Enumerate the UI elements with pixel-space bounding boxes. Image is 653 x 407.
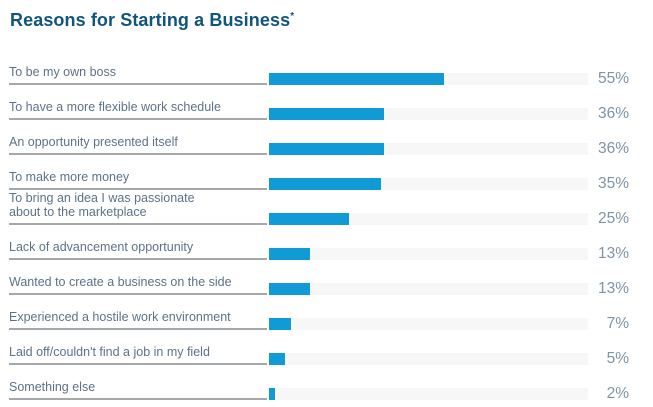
- value-label: 35%: [597, 175, 629, 192]
- bar-fill: [269, 178, 381, 190]
- bar-fill: [269, 143, 384, 155]
- value-label: 5%: [606, 350, 629, 367]
- bar-label: Lack of advancement opportunity: [9, 240, 267, 260]
- value-label: 2%: [606, 385, 629, 402]
- page-title: Reasons for Starting a Business*: [10, 10, 294, 31]
- value-label: 13%: [597, 245, 629, 262]
- bar-label: To be my own boss: [9, 65, 267, 85]
- bar-fill: [269, 248, 311, 260]
- bar-track: [269, 283, 588, 295]
- value-label: 36%: [597, 140, 629, 157]
- value-label: 13%: [597, 280, 629, 297]
- bar-row: Laid off/couldn't find a job in my field…: [0, 330, 653, 367]
- bar-label: To bring an idea I was passionate about …: [9, 191, 267, 225]
- bar-track: [269, 73, 588, 85]
- bar-track: [269, 213, 588, 225]
- bar-track: [269, 108, 588, 120]
- value-label: 7%: [606, 315, 629, 332]
- bar-track: [269, 388, 588, 400]
- bar-row: To make more money 35%: [0, 155, 653, 192]
- value-label: 55%: [597, 70, 629, 87]
- bar-fill: [269, 73, 445, 85]
- bar-track: [269, 318, 588, 330]
- bar-row: To be my own boss 55%: [0, 50, 653, 87]
- bar-fill: [269, 283, 311, 295]
- bar-row: Wanted to create a business on the side …: [0, 260, 653, 297]
- bar-fill: [269, 353, 285, 365]
- bar-track: [269, 178, 588, 190]
- bar-label: An opportunity presented itself: [9, 135, 267, 155]
- bar-row: To bring an idea I was passionate about …: [0, 190, 653, 227]
- bar-chart: To be my own boss 55% To have a more fle…: [0, 50, 653, 402]
- bar-row: To have a more flexible work schedule 36…: [0, 85, 653, 122]
- bar-fill: [269, 388, 276, 400]
- bar-label: Wanted to create a business on the side: [9, 275, 267, 295]
- page-title-text: Reasons for Starting a Business: [10, 10, 291, 30]
- bar-label: Something else: [9, 380, 267, 400]
- bar-track: [269, 143, 588, 155]
- bar-label: To have a more flexible work schedule: [9, 100, 267, 120]
- bar-track: [269, 353, 588, 365]
- bar-row: An opportunity presented itself 36%: [0, 120, 653, 157]
- bar-row: Something else 2%: [0, 365, 653, 402]
- bar-fill: [269, 213, 349, 225]
- title-footnote-marker: *: [290, 11, 295, 22]
- bar-row: Lack of advancement opportunity 13%: [0, 225, 653, 262]
- bar-track: [269, 248, 588, 260]
- bar-label: Laid off/couldn't find a job in my field: [9, 345, 267, 365]
- bar-label: Experienced a hostile work environment: [9, 310, 267, 330]
- bar-label: To make more money: [9, 170, 267, 190]
- value-label: 36%: [597, 105, 629, 122]
- bar-fill: [269, 108, 384, 120]
- bar-row: Experienced a hostile work environment 7…: [0, 295, 653, 332]
- value-label: 25%: [597, 210, 629, 227]
- bar-fill: [269, 318, 292, 330]
